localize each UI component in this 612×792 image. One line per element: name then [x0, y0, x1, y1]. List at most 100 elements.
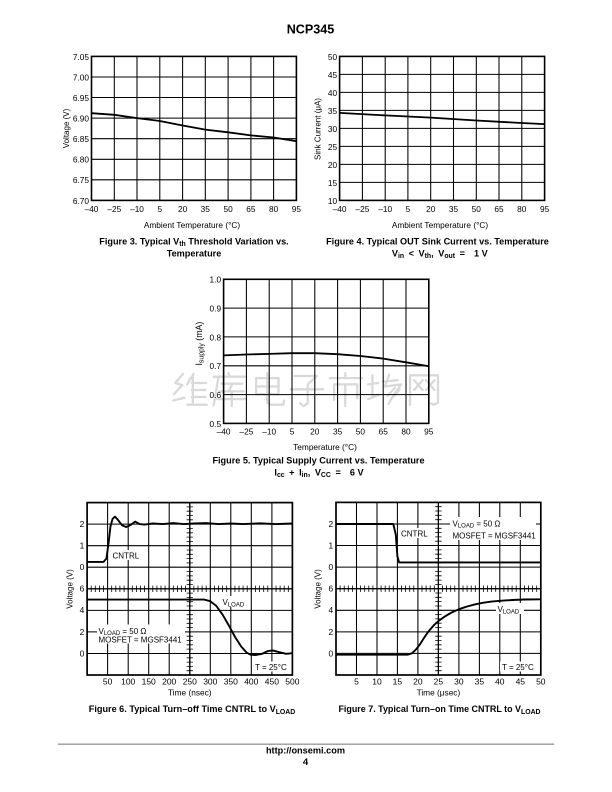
svg-text:5: 5: [354, 676, 359, 686]
svg-text:1: 1: [80, 541, 85, 551]
svg-text:5: 5: [406, 204, 411, 214]
svg-text:VLOAD: VLOAD: [223, 598, 245, 608]
svg-text:500: 500: [285, 676, 299, 686]
svg-text:0.7: 0.7: [210, 361, 222, 371]
svg-text:50: 50: [223, 204, 233, 214]
svg-text:1.0: 1.0: [210, 275, 222, 285]
svg-text:MOSFET = MGSF3441: MOSFET = MGSF3441: [453, 531, 537, 540]
svg-text:20: 20: [413, 676, 423, 686]
svg-text:Figure 5. Typical Supply Curre: Figure 5. Typical Supply Current vs. Tem…: [212, 455, 424, 465]
svg-text:10: 10: [372, 676, 382, 686]
svg-text:MOSFET = MGSF3441: MOSFET = MGSF3441: [99, 636, 183, 645]
svg-text:80: 80: [517, 204, 527, 214]
svg-text:VLOAD: VLOAD: [498, 605, 520, 615]
svg-text:95: 95: [292, 204, 302, 214]
svg-text:40: 40: [328, 88, 338, 98]
svg-text:400: 400: [244, 676, 258, 686]
svg-text:50: 50: [536, 676, 546, 686]
svg-text:4: 4: [80, 605, 85, 615]
svg-text:CNTRL: CNTRL: [113, 551, 140, 560]
svg-text:15: 15: [393, 676, 403, 686]
svg-text:80: 80: [401, 426, 411, 436]
svg-text:6.85: 6.85: [73, 134, 90, 144]
svg-text:Vin < Vth, Vout = 1 V: Vin < Vth, Vout = 1 V: [392, 248, 489, 260]
svg-text:6.90: 6.90: [73, 114, 90, 124]
svg-text:20: 20: [328, 160, 338, 170]
svg-text:45: 45: [328, 70, 338, 80]
svg-text:Sink Current (μA): Sink Current (μA): [314, 98, 323, 160]
svg-text:65: 65: [379, 426, 389, 436]
svg-text:–40: –40: [333, 204, 347, 214]
svg-text:6: 6: [329, 584, 334, 594]
svg-text:10: 10: [328, 196, 338, 206]
svg-text:Ambient Temperature (°C): Ambient Temperature (°C): [392, 220, 489, 230]
svg-text:Voltage (V): Voltage (V): [314, 569, 323, 609]
svg-text:30: 30: [454, 676, 464, 686]
svg-text:2: 2: [80, 627, 85, 637]
svg-text:7.05: 7.05: [73, 52, 90, 62]
svg-text:–10: –10: [378, 204, 392, 214]
svg-text:2: 2: [80, 519, 85, 529]
svg-text:150: 150: [142, 676, 156, 686]
svg-text:65: 65: [246, 204, 256, 214]
svg-text:Figure 6. Typical Turn–off Tim: Figure 6. Typical Turn–off Time CNTRL to…: [89, 704, 295, 716]
svg-text:50: 50: [103, 676, 113, 686]
svg-text:6: 6: [80, 584, 85, 594]
svg-text:5: 5: [157, 204, 162, 214]
svg-text:35: 35: [449, 204, 459, 214]
svg-text:–40: –40: [217, 426, 231, 436]
svg-text:100: 100: [121, 676, 135, 686]
svg-text:T = 25°C: T = 25°C: [255, 663, 287, 672]
svg-text:200: 200: [162, 676, 176, 686]
svg-text:6.95: 6.95: [73, 93, 90, 103]
svg-text:6.80: 6.80: [73, 155, 90, 165]
svg-text:35: 35: [201, 204, 211, 214]
svg-text:65: 65: [494, 204, 504, 214]
svg-text:2: 2: [329, 627, 334, 637]
svg-text:Temperature (°C): Temperature (°C): [293, 442, 357, 452]
svg-text:NCP345: NCP345: [287, 23, 335, 37]
svg-text:0: 0: [80, 562, 85, 572]
svg-text:2: 2: [329, 519, 334, 529]
svg-text:50: 50: [328, 52, 338, 62]
svg-text:30: 30: [328, 124, 338, 134]
svg-text:Time (nsec): Time (nsec): [168, 688, 212, 698]
svg-text:1: 1: [329, 540, 334, 550]
svg-text:300: 300: [203, 676, 217, 686]
svg-text:Icc + Iin, VCC = 6 V: Icc + Iin, VCC = 6 V: [274, 467, 364, 479]
svg-text:T = 25°C: T = 25°C: [502, 663, 534, 672]
svg-text:450: 450: [265, 676, 279, 686]
svg-text:35: 35: [333, 426, 343, 436]
svg-text:40: 40: [495, 676, 505, 686]
svg-text:20: 20: [178, 204, 188, 214]
svg-text:20: 20: [310, 426, 320, 436]
svg-text:Voltage (V): Voltage (V): [62, 108, 71, 148]
svg-text:250: 250: [183, 676, 197, 686]
svg-text:45: 45: [516, 676, 526, 686]
svg-text:0.6: 0.6: [210, 390, 222, 400]
svg-text:Figure 4. Typical OUT Sink Cur: Figure 4. Typical OUT Sink Current vs. T…: [326, 236, 549, 246]
svg-text:35: 35: [475, 676, 485, 686]
svg-text:–25: –25: [239, 426, 253, 436]
svg-text:–10: –10: [262, 426, 276, 436]
svg-text:Voltage (V): Voltage (V): [65, 569, 74, 609]
svg-text:VLOAD = 50 Ω: VLOAD = 50 Ω: [453, 519, 501, 529]
svg-text:0: 0: [329, 648, 334, 658]
svg-text:25: 25: [434, 676, 444, 686]
svg-text:Temperature: Temperature: [167, 248, 222, 258]
svg-text:Isupply (mA): Isupply (mA): [194, 322, 206, 366]
svg-text:–25: –25: [355, 204, 369, 214]
svg-text:25: 25: [328, 142, 338, 152]
svg-text:35: 35: [328, 106, 338, 116]
svg-text:http://onsemi.com: http://onsemi.com: [266, 746, 345, 756]
svg-text:6.70: 6.70: [73, 196, 90, 206]
svg-text:50: 50: [472, 204, 482, 214]
svg-text:–25: –25: [107, 204, 121, 214]
svg-text:5: 5: [290, 426, 295, 436]
svg-text:4: 4: [329, 605, 334, 615]
svg-text:Time (μsec): Time (μsec): [417, 688, 461, 698]
svg-text:50: 50: [356, 426, 366, 436]
svg-text:6.75: 6.75: [73, 175, 90, 185]
svg-text:350: 350: [224, 676, 238, 686]
svg-text:95: 95: [424, 426, 434, 436]
